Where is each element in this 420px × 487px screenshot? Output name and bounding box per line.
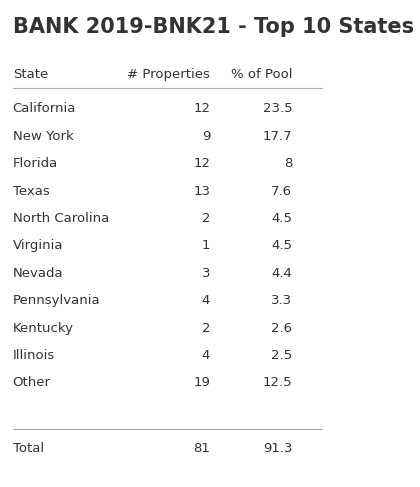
Text: Illinois: Illinois	[13, 349, 55, 362]
Text: 4: 4	[202, 294, 210, 307]
Text: New York: New York	[13, 130, 74, 143]
Text: 13: 13	[193, 185, 210, 198]
Text: 4.5: 4.5	[271, 212, 292, 225]
Text: 19: 19	[193, 376, 210, 390]
Text: 4.5: 4.5	[271, 240, 292, 252]
Text: 2.5: 2.5	[271, 349, 292, 362]
Text: 7.6: 7.6	[271, 185, 292, 198]
Text: % of Pool: % of Pool	[231, 68, 292, 81]
Text: 3.3: 3.3	[271, 294, 292, 307]
Text: 91.3: 91.3	[263, 442, 292, 455]
Text: 12.5: 12.5	[263, 376, 292, 390]
Text: 8: 8	[284, 157, 292, 170]
Text: 1: 1	[202, 240, 210, 252]
Text: 9: 9	[202, 130, 210, 143]
Text: BANK 2019-BNK21 - Top 10 States: BANK 2019-BNK21 - Top 10 States	[13, 17, 414, 37]
Text: 2: 2	[202, 321, 210, 335]
Text: Total: Total	[13, 442, 44, 455]
Text: 3: 3	[202, 267, 210, 280]
Text: # Properties: # Properties	[127, 68, 210, 81]
Text: 12: 12	[193, 102, 210, 115]
Text: North Carolina: North Carolina	[13, 212, 109, 225]
Text: 4: 4	[202, 349, 210, 362]
Text: Virginia: Virginia	[13, 240, 63, 252]
Text: Pennsylvania: Pennsylvania	[13, 294, 100, 307]
Text: State: State	[13, 68, 48, 81]
Text: Nevada: Nevada	[13, 267, 63, 280]
Text: 81: 81	[193, 442, 210, 455]
Text: 2.6: 2.6	[271, 321, 292, 335]
Text: Florida: Florida	[13, 157, 58, 170]
Text: California: California	[13, 102, 76, 115]
Text: 4.4: 4.4	[271, 267, 292, 280]
Text: 23.5: 23.5	[263, 102, 292, 115]
Text: 12: 12	[193, 157, 210, 170]
Text: 2: 2	[202, 212, 210, 225]
Text: Other: Other	[13, 376, 51, 390]
Text: Kentucky: Kentucky	[13, 321, 74, 335]
Text: 17.7: 17.7	[263, 130, 292, 143]
Text: Texas: Texas	[13, 185, 50, 198]
